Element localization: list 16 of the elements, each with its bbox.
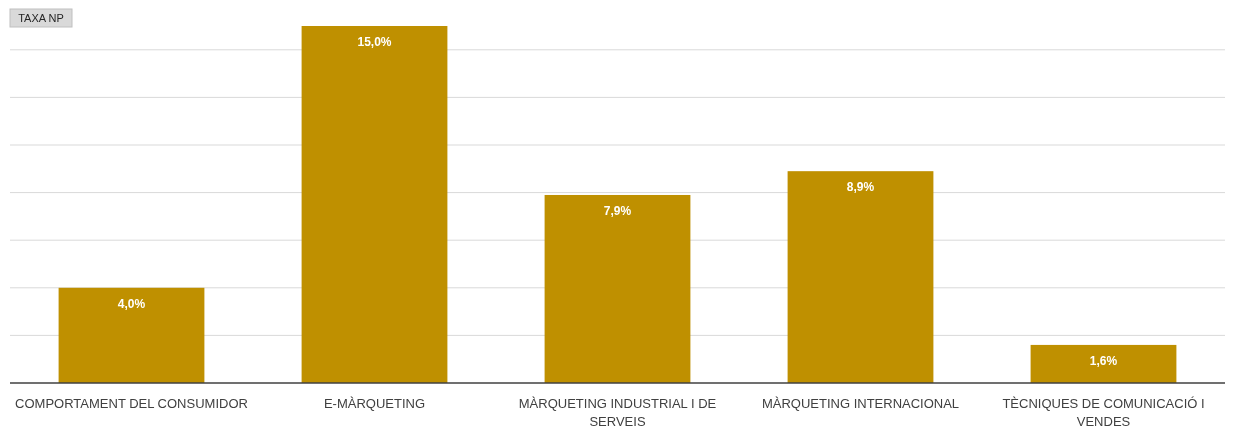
data-label: 1,6% bbox=[1089, 353, 1118, 368]
data-label: 7,9% bbox=[603, 203, 632, 218]
bar bbox=[301, 26, 448, 383]
x-tick-label: MÀRQUETING INDUSTRIAL I DE SERVEIS bbox=[518, 396, 717, 428]
y-axis-title: TAXA NP bbox=[18, 12, 64, 24]
bar bbox=[787, 171, 934, 383]
bar bbox=[544, 194, 691, 383]
bar bbox=[58, 287, 205, 383]
x-tick-label: COMPORTAMENT DEL CONSUMIDOR bbox=[15, 396, 248, 411]
bar bbox=[1030, 344, 1177, 383]
x-tick-label: MÀRQUETING INTERNACIONAL bbox=[761, 396, 960, 411]
data-label: 4,0% bbox=[117, 296, 146, 311]
x-tick-label: TÈCNIQUES DE COMUNICACIÓ I VENDES bbox=[1002, 396, 1205, 428]
data-label: 15,0% bbox=[357, 35, 392, 49]
data-label: 8,9% bbox=[846, 180, 875, 195]
x-tick-label: E-MÀRQUETING bbox=[323, 396, 426, 411]
